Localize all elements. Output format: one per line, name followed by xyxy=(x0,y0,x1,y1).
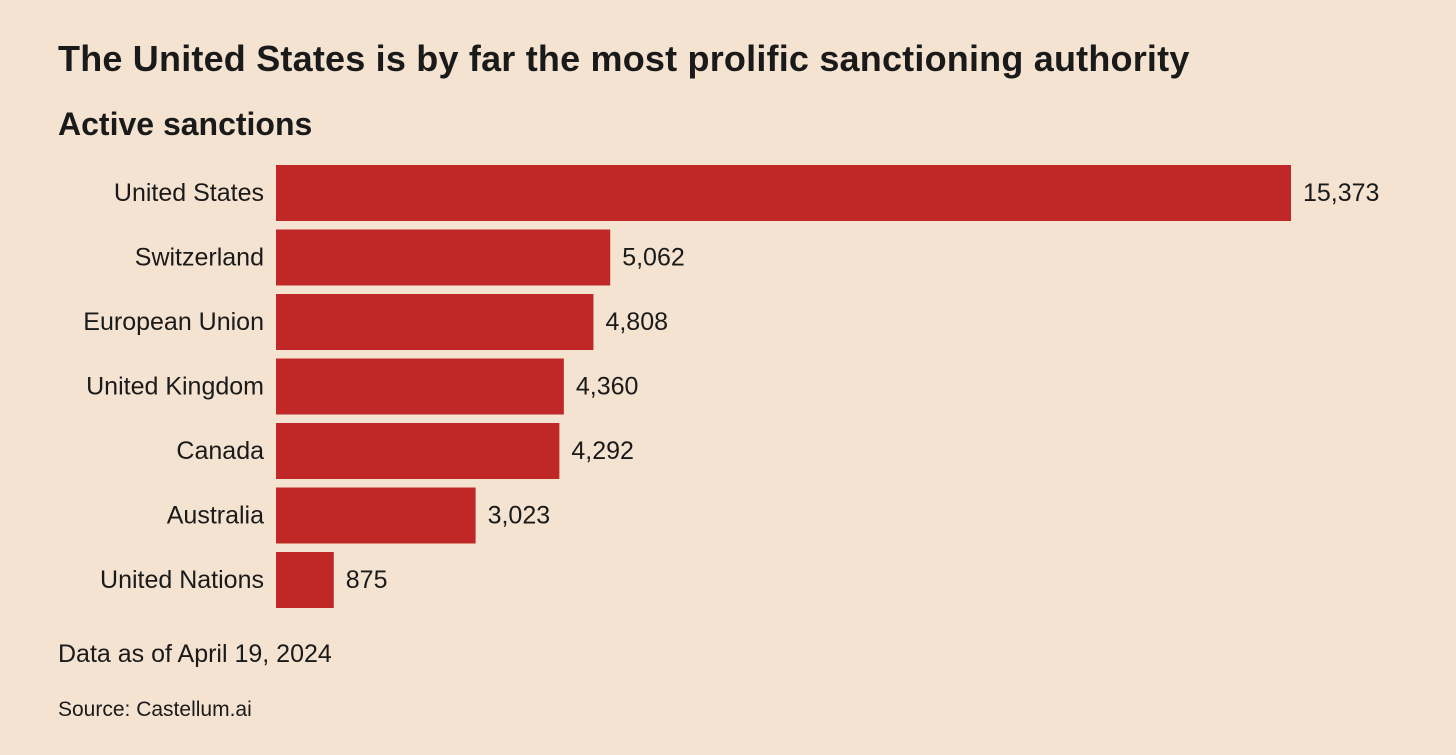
category-label: European Union xyxy=(83,308,264,336)
category-label: Switzerland xyxy=(135,244,264,272)
chart-subtitle: Active sanctions xyxy=(58,106,313,142)
category-label: United States xyxy=(114,179,264,207)
source-note: Source: Castellum.ai xyxy=(58,698,252,721)
category-label: Canada xyxy=(176,437,264,465)
bar xyxy=(276,229,611,286)
category-label: United Nations xyxy=(100,566,264,594)
bar-chart: United States 15,373 Switzerland 5,062 Europ… xyxy=(83,165,1379,608)
value-label: 875 xyxy=(346,566,388,594)
value-label: 3,023 xyxy=(488,502,551,530)
chart-title: The United States is by far the most pro… xyxy=(58,38,1190,79)
bar xyxy=(276,358,564,415)
value-label: 4,360 xyxy=(576,373,639,401)
data-date-note: Data as of April 19, 2024 xyxy=(58,640,332,668)
bar xyxy=(276,165,1291,221)
bar xyxy=(276,487,476,544)
bar xyxy=(276,423,560,479)
category-label: Australia xyxy=(167,502,264,530)
value-label: 15,373 xyxy=(1303,179,1379,207)
bar xyxy=(276,552,334,608)
value-label: 5,062 xyxy=(622,244,685,272)
value-label: 4,292 xyxy=(571,437,634,465)
category-label: United Kingdom xyxy=(86,373,264,401)
value-label: 4,808 xyxy=(605,308,668,336)
bar xyxy=(276,294,594,350)
